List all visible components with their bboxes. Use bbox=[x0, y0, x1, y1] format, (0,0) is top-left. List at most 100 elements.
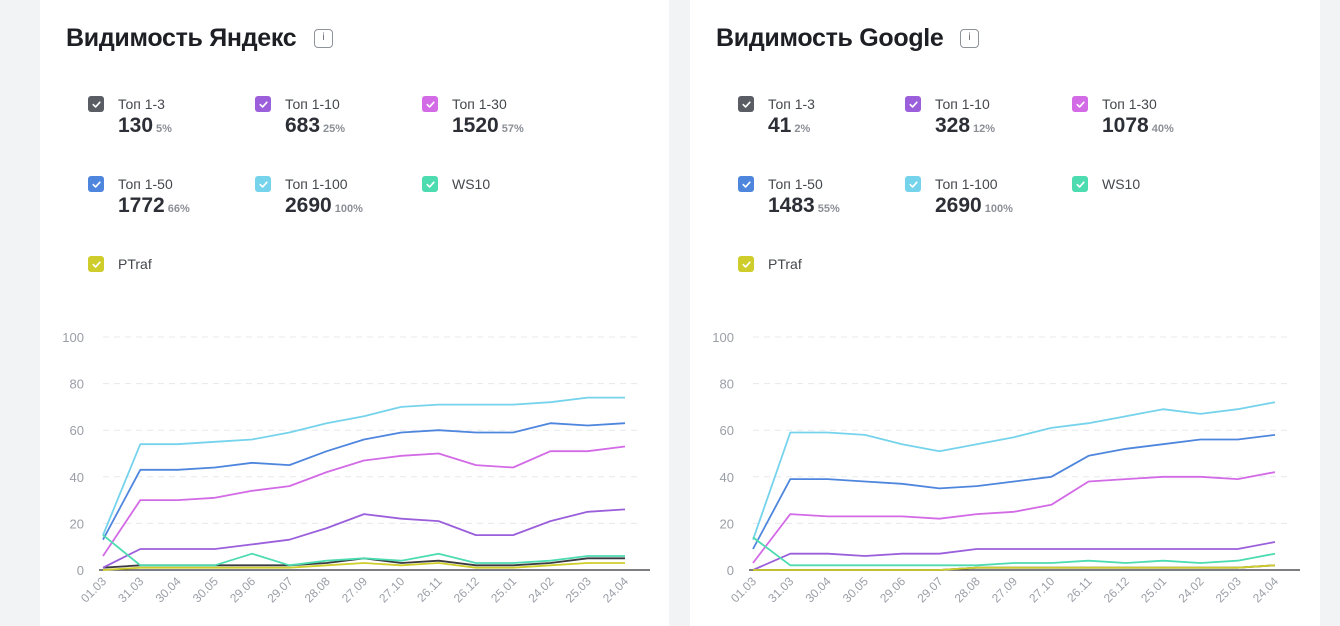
checkbox-checked-icon[interactable] bbox=[738, 256, 754, 272]
x-tick-label: 30.05 bbox=[190, 574, 221, 605]
panel-title: Видимость Google bbox=[716, 24, 944, 52]
legend-value: 1520 57% bbox=[452, 114, 524, 137]
series-line-2[interactable] bbox=[752, 471, 1276, 564]
info-icon[interactable]: i bbox=[314, 29, 333, 48]
y-tick-label: 40 bbox=[70, 470, 84, 485]
series-line-2[interactable] bbox=[102, 445, 626, 557]
y-tick-label: 100 bbox=[62, 330, 84, 345]
checkbox-checked-icon[interactable] bbox=[255, 176, 271, 192]
legend-item-top-1-50[interactable]: Топ 1-50 1483 55% bbox=[738, 176, 898, 226]
checkbox-checked-icon[interactable] bbox=[422, 96, 438, 112]
legend-label: PTraf bbox=[768, 256, 802, 272]
legend-item-top-1-3[interactable]: Топ 1-3 41 2% bbox=[738, 96, 898, 146]
legend-label: Топ 1-50 bbox=[118, 176, 173, 192]
legend-item-ws10[interactable]: WS10 bbox=[422, 176, 582, 226]
legend-label: Топ 1-3 bbox=[768, 96, 815, 112]
x-tick-label: 29.06 bbox=[227, 574, 258, 605]
y-tick-label: 60 bbox=[70, 423, 84, 438]
legend-label: WS10 bbox=[452, 176, 491, 192]
x-tick-label: 26.12 bbox=[451, 574, 482, 605]
series-line-4[interactable] bbox=[102, 396, 625, 536]
x-tick-label: 31.03 bbox=[115, 574, 146, 605]
checkbox-checked-icon[interactable] bbox=[738, 176, 754, 192]
checkbox-checked-icon[interactable] bbox=[88, 96, 104, 112]
checkbox-checked-icon[interactable] bbox=[88, 256, 104, 272]
y-tick-label: 60 bbox=[720, 423, 734, 438]
x-tick-label: 29.06 bbox=[877, 574, 908, 605]
series-line-4[interactable] bbox=[752, 401, 1276, 540]
x-tick-label: 01.03 bbox=[728, 574, 759, 605]
y-tick-label: 80 bbox=[720, 377, 734, 392]
checkbox-checked-icon[interactable] bbox=[255, 96, 271, 112]
legend-item-top-1-30[interactable]: Топ 1-30 1078 40% bbox=[1072, 96, 1232, 146]
legend-item-ptraf[interactable]: PTraf bbox=[738, 256, 898, 306]
legend-item-top-1-100[interactable]: Топ 1-100 2690 100% bbox=[905, 176, 1065, 226]
legend-item-top-1-10[interactable]: Топ 1-10 328 12% bbox=[905, 96, 1065, 146]
x-tick-label: 26.11 bbox=[414, 574, 445, 605]
checkbox-checked-icon[interactable] bbox=[422, 176, 438, 192]
legend-label: Топ 1-10 bbox=[285, 96, 340, 112]
series-line-1[interactable] bbox=[752, 541, 1276, 571]
x-tick-label: 24.04 bbox=[600, 574, 631, 605]
legend-item-ws10[interactable]: WS10 bbox=[1072, 176, 1232, 226]
series-line-3[interactable] bbox=[102, 422, 626, 541]
legend-value: 2690 100% bbox=[285, 194, 363, 217]
y-tick-label: 20 bbox=[720, 516, 734, 531]
series-line-3[interactable] bbox=[752, 434, 1276, 550]
x-tick-label: 25.03 bbox=[563, 574, 594, 605]
legend-label: Топ 1-3 bbox=[118, 96, 165, 112]
legend-value: 41 2% bbox=[768, 114, 811, 137]
series-line-5[interactable] bbox=[752, 536, 1276, 567]
y-tick-label: 0 bbox=[77, 563, 84, 578]
legend-value: 1483 55% bbox=[768, 194, 840, 217]
x-tick-label: 26.11 bbox=[1064, 574, 1095, 605]
checkbox-checked-icon[interactable] bbox=[88, 176, 104, 192]
google-line-chart: 0 20 40 60 80 100 01.03 31.03 30.04 30.05 29.06 29.… bbox=[712, 330, 1300, 605]
y-tick-label: 40 bbox=[720, 470, 734, 485]
x-tick-label: 27.10 bbox=[376, 574, 407, 605]
legend-label: WS10 bbox=[1102, 176, 1141, 192]
x-tick-label: 28.08 bbox=[952, 574, 983, 605]
legend-value: 130 5% bbox=[118, 114, 172, 137]
checkbox-checked-icon[interactable] bbox=[905, 176, 921, 192]
checkbox-checked-icon[interactable] bbox=[905, 96, 921, 112]
panel-title: Видимость Яндекс bbox=[66, 24, 297, 52]
legend-item-top-1-30[interactable]: Топ 1-30 1520 57% bbox=[422, 96, 582, 146]
legend-item-top-1-3[interactable]: Топ 1-3 130 5% bbox=[88, 96, 248, 146]
checkbox-checked-icon[interactable] bbox=[738, 96, 754, 112]
legend-item-top-1-100[interactable]: Топ 1-100 2690 100% bbox=[255, 176, 415, 226]
y-tick-label: 20 bbox=[70, 516, 84, 531]
x-tick-label: 24.02 bbox=[525, 574, 556, 605]
x-tick-label: 29.07 bbox=[914, 574, 945, 605]
x-tick-label: 30.05 bbox=[840, 574, 871, 605]
google-visibility-panel: Видимость Google i Топ 1-3 41 2% Топ 1-10… bbox=[690, 0, 1320, 626]
series-line-6[interactable] bbox=[753, 564, 1276, 571]
x-tick-label: 29.07 bbox=[264, 574, 295, 605]
legend-value: 683 25% bbox=[285, 114, 346, 137]
x-tick-label: 27.09 bbox=[989, 574, 1020, 605]
legend-value: 1078 40% bbox=[1102, 114, 1174, 137]
series-line-5[interactable] bbox=[102, 534, 625, 567]
x-tick-label: 25.01 bbox=[488, 574, 519, 605]
x-tick-label: 26.12 bbox=[1101, 574, 1132, 605]
checkbox-checked-icon[interactable] bbox=[1072, 176, 1088, 192]
x-tick-label: 25.03 bbox=[1213, 574, 1244, 605]
legend-label: Топ 1-30 bbox=[1102, 96, 1157, 112]
x-tick-label: 24.04 bbox=[1250, 574, 1281, 605]
legend-item-ptraf[interactable]: PTraf bbox=[88, 256, 248, 306]
info-icon[interactable]: i bbox=[960, 29, 979, 48]
x-tick-label: 24.02 bbox=[1175, 574, 1206, 605]
checkbox-checked-icon[interactable] bbox=[1072, 96, 1088, 112]
yandex-line-chart: 0 20 40 60 80 100 01.03 31.03 30.04 30.05 29.06 29.… bbox=[62, 330, 650, 605]
x-tick-label: 31.03 bbox=[765, 574, 796, 605]
legend-label: PTraf bbox=[118, 256, 152, 272]
y-tick-label: 80 bbox=[70, 377, 84, 392]
x-tick-label: 27.09 bbox=[339, 574, 370, 605]
legend-item-top-1-50[interactable]: Топ 1-50 1772 66% bbox=[88, 176, 248, 226]
legend-label: Топ 1-30 bbox=[452, 96, 507, 112]
series-line-1[interactable] bbox=[102, 508, 626, 569]
legend-value: 2690 100% bbox=[935, 194, 1013, 217]
series-line-6[interactable] bbox=[102, 562, 625, 571]
legend-item-top-1-10[interactable]: Топ 1-10 683 25% bbox=[255, 96, 415, 146]
y-tick-label: 0 bbox=[727, 563, 734, 578]
